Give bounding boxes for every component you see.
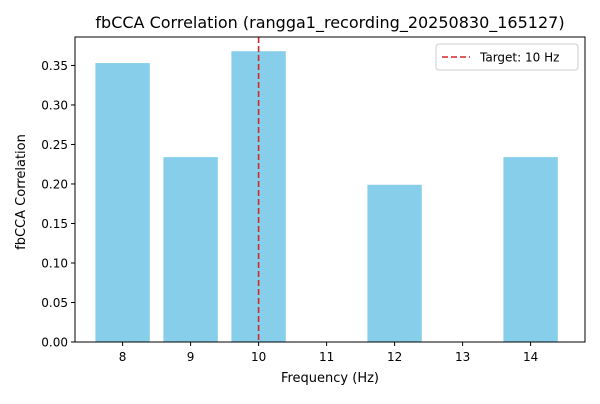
bar-14hz	[503, 157, 558, 342]
legend-label-target: Target: 10 Hz	[479, 51, 559, 65]
x-tick-label-10: 10	[251, 350, 266, 364]
y-axis-label: fbCCA Correlation	[14, 134, 29, 250]
x-tick-label-8: 8	[119, 350, 127, 364]
x-tick-label-11: 11	[319, 350, 334, 364]
y-tick-label-4: 0.20	[41, 177, 68, 191]
y-axis-ticks: 0.00 0.05 0.10 0.15 0.20 0.25 0.30 0.35	[41, 59, 75, 350]
y-tick-label-7: 0.35	[41, 59, 68, 73]
legend: Target: 10 Hz	[435, 43, 579, 71]
bar-9hz	[163, 157, 218, 342]
y-tick-label-3: 0.15	[41, 217, 68, 231]
y-tick-label-2: 0.10	[41, 256, 68, 270]
bar-12hz	[367, 184, 422, 342]
x-tick-label-9: 9	[187, 350, 195, 364]
plot-frame	[74, 36, 586, 343]
chart-title: fbCCA Correlation (rangga1_recording_202…	[95, 13, 564, 33]
y-tick-label-0: 0.00	[41, 336, 68, 350]
x-tick-label-13: 13	[455, 350, 470, 364]
bars-layer	[95, 51, 558, 342]
x-tick-label-12: 12	[387, 350, 402, 364]
x-tick-label-14: 14	[523, 350, 538, 364]
legend-box	[435, 43, 579, 71]
x-axis-ticks: 8 9 10 11 12 13 14	[119, 342, 538, 364]
y-tick-label-5: 0.25	[41, 138, 68, 152]
y-tick-label-6: 0.30	[41, 98, 68, 112]
bar-8hz	[95, 63, 150, 342]
x-axis-label: Frequency (Hz)	[281, 371, 379, 386]
y-tick-label-1: 0.05	[41, 296, 68, 310]
